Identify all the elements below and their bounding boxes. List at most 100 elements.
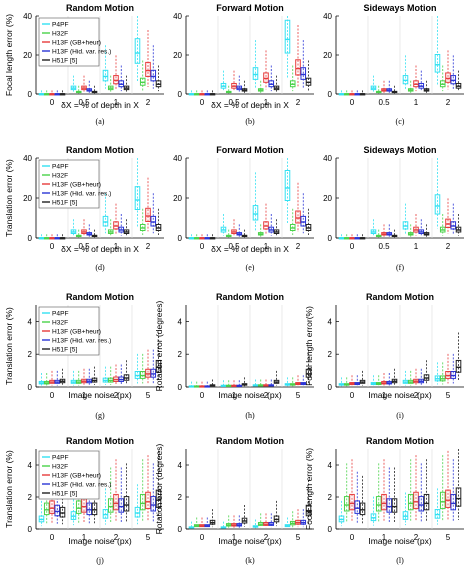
subplot-1	[35, 15, 164, 96]
subplot-5	[185, 157, 314, 240]
box-p4pf	[434, 194, 441, 215]
y-tick-label: 4	[28, 461, 33, 470]
subplot-2	[185, 15, 314, 96]
x-tick-label: 0	[50, 242, 55, 251]
box-h13f-gb-heur-	[295, 210, 301, 224]
box-h13f-hid-var-res-	[86, 502, 93, 516]
x-tick-label: 0.5	[228, 98, 240, 107]
box-h13f-hid-var-res-	[418, 496, 425, 512]
box-p4pf	[102, 215, 109, 227]
x-tick-label: 2	[264, 533, 269, 542]
plot-title: Sideways Motion	[363, 145, 436, 155]
box-p4pf	[102, 69, 109, 82]
y-axis-label: Focal length error (%)	[4, 14, 14, 96]
x-tick-label: 1	[82, 533, 87, 542]
legend-entry: P4PF	[52, 311, 69, 318]
box-h13f-hid-var-res-	[54, 504, 61, 517]
box-h13f-gb-heur-	[145, 61, 151, 77]
box-h51f-5-	[359, 502, 366, 516]
box-p4pf	[434, 509, 441, 519]
x-tick-label: 1	[382, 533, 387, 542]
y-tick-label: 20	[323, 194, 332, 203]
legend-entry: H13F (Hid. var. res.)	[52, 482, 111, 489]
x-tick-label: 1	[264, 98, 269, 107]
plot-title: Forward Motion	[216, 145, 284, 155]
box-h32f	[407, 493, 414, 511]
plot-title: Random Motion	[66, 292, 134, 302]
plot-title: Random Motion	[66, 436, 134, 446]
subplot-10	[35, 449, 164, 530]
box-h13f-hid-var-res-	[150, 496, 157, 512]
legend-entry: H13F (GB+heur)	[52, 182, 101, 189]
x-tick-label: 5	[146, 533, 151, 542]
y-tick-label: 0	[28, 525, 33, 534]
legend-entry: H51F [5]	[52, 491, 77, 498]
box-h51f-5-	[305, 504, 312, 517]
x-tick-label: 1	[264, 242, 269, 251]
legend-entry: P4PF	[52, 164, 69, 171]
subfigure-caption: (g)	[95, 411, 105, 420]
x-tick-label: 2	[296, 98, 301, 107]
y-axis-label: Translation error (%)	[4, 307, 14, 385]
y-tick-label: 20	[23, 194, 32, 203]
x-axis-label: Image noise (px)	[218, 390, 281, 400]
box-h32f	[343, 496, 350, 512]
y-axis-label: Rotation error (degrees)	[154, 443, 164, 534]
legend-entry: H32F	[52, 464, 68, 471]
subplot-3	[335, 15, 464, 96]
plot-title: Random Motion	[216, 436, 284, 446]
legend-entry: H32F	[52, 173, 68, 180]
plot-title: Random Motion	[366, 436, 434, 446]
x-axis-label: Image noise (px)	[368, 536, 431, 546]
legend-entry: H13F (Hid. var. res.)	[52, 191, 111, 198]
box-h32f	[139, 493, 146, 511]
x-tick-label: 0.5	[228, 242, 240, 251]
y-tick-label: 2	[28, 350, 33, 359]
subfigure-caption: (k)	[245, 556, 255, 565]
y-tick-label: 0	[328, 383, 333, 392]
subfigure-caption: (i)	[396, 411, 404, 420]
box-p4pf	[434, 54, 441, 73]
y-tick-label: 4	[28, 317, 33, 326]
x-tick-label: 2	[146, 98, 151, 107]
legend-entry: H32F	[52, 31, 68, 38]
box-h51f-5-	[155, 359, 162, 373]
y-tick-label: 20	[23, 51, 32, 60]
box-h51f-5-	[155, 489, 162, 508]
x-axis-label: δX = % of depth in X	[61, 244, 139, 254]
box-p4pf	[134, 186, 141, 210]
subfigure-caption: (j)	[96, 556, 104, 565]
box-h13f-gb-heur-	[381, 493, 387, 511]
box-h13f-hid-var-res-	[300, 67, 307, 80]
subplot-9	[335, 305, 464, 388]
y-axis-label: Focal length error (%)	[304, 448, 314, 530]
y-tick-label: 2	[28, 493, 33, 502]
box-h13f-gb-heur-	[113, 493, 119, 511]
box-p4pf	[252, 205, 259, 221]
box-h32f	[75, 500, 82, 514]
x-axis-label: Image noise (px)	[68, 536, 131, 546]
x-tick-label: 0	[50, 533, 55, 542]
box-h13f-hid-var-res-	[354, 500, 361, 514]
subplot-8	[185, 305, 314, 388]
box-p4pf	[102, 509, 109, 519]
box-h51f-5-	[455, 359, 462, 373]
y-tick-label: 4	[328, 317, 333, 326]
subfigure-caption: (h)	[245, 411, 255, 420]
y-tick-label: 20	[323, 51, 332, 60]
box-p4pf	[252, 67, 259, 80]
x-axis-label: Image noise (px)	[218, 536, 281, 546]
box-h32f	[107, 498, 114, 513]
plot-title: Random Motion	[216, 292, 284, 302]
legend-entry: H13F (GB+heur)	[52, 473, 101, 480]
subfigure-caption: (b)	[245, 117, 255, 126]
legend-entry: H51F [5]	[52, 200, 77, 207]
plot-title: Random Motion	[66, 3, 134, 13]
box-h51f-5-	[423, 493, 430, 511]
box-p4pf	[134, 38, 141, 64]
plot-title: Random Motion	[66, 145, 134, 155]
y-tick-label: 4	[328, 461, 333, 470]
x-axis-label: Image noise (px)	[368, 390, 431, 400]
x-tick-label: 0	[350, 391, 355, 400]
